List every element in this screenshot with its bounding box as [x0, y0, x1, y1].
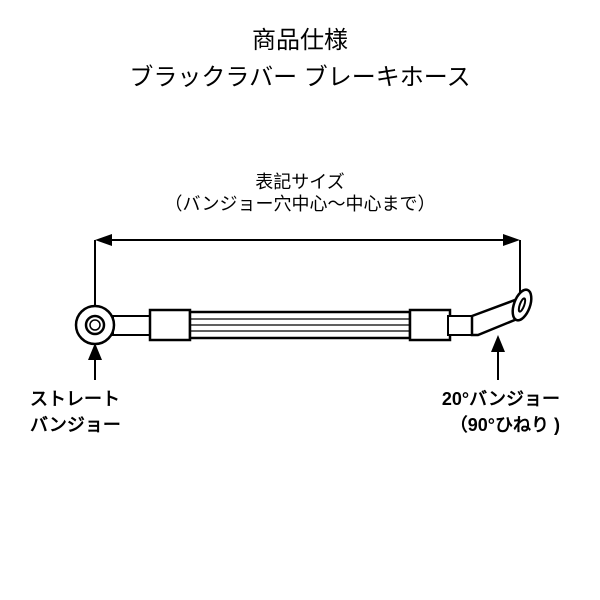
title-line2: ブラックラバー ブレーキホース [0, 57, 600, 92]
callout-arrows [88, 335, 505, 380]
straight-banjo [76, 306, 153, 344]
left-callout-1: ストレート [30, 385, 121, 411]
left-callout-2: バンジョー [30, 411, 121, 437]
right-callout-2: （90°ひねり ) [442, 411, 560, 437]
dimension-line [95, 234, 520, 312]
angled-banjo [448, 287, 535, 335]
hose-body [150, 310, 450, 340]
title-line1: 商品仕様 [0, 20, 600, 55]
right-callout-1: 20°バンジョー [442, 385, 560, 411]
hose-diagram: 表記サイズ （バンジョー穴中心〜中心まで） [0, 180, 600, 440]
dimension-label-2: （バンジョー穴中心〜中心まで） [0, 190, 600, 216]
